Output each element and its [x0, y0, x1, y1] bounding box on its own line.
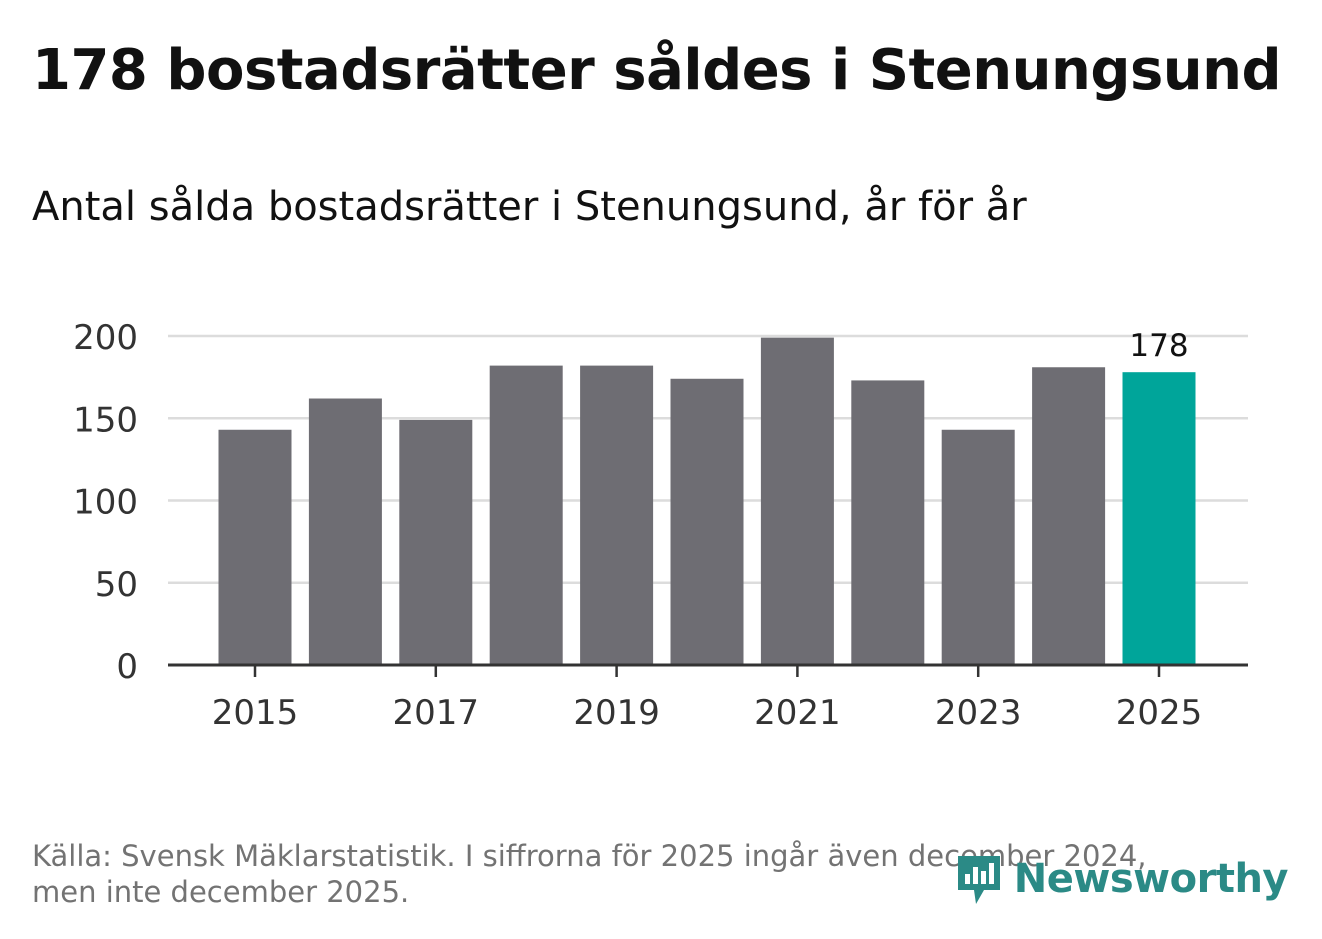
bar-2024: [1032, 367, 1106, 665]
axis-layer: [168, 663, 1248, 677]
logo-text: Newsworthy: [1013, 856, 1289, 902]
y-tick-label: 100: [73, 483, 138, 523]
label-layer: 0 50 100 150 200 178 2015 2017 2019 2021 2023 2025: [73, 318, 1202, 733]
bar-2022: [851, 380, 925, 665]
bar-2020: [670, 378, 744, 665]
bar-2019: [580, 365, 654, 665]
bar-2018: [489, 365, 563, 665]
x-tick-label: 2025: [1116, 693, 1203, 733]
x-tick-label: 2023: [935, 693, 1022, 733]
chart-title: 178 bostadsrätter såldes i Stenungsund: [32, 38, 1282, 103]
bar-2015: [218, 429, 292, 665]
source-line-2: men inte december 2025.: [32, 875, 410, 909]
y-tick-label: 200: [73, 318, 138, 358]
bar-2021: [760, 337, 834, 665]
bar-2023: [941, 429, 1015, 665]
x-tick-label: 2021: [754, 693, 841, 733]
bar-2017: [399, 419, 473, 665]
newsworthy-logo-icon: [957, 856, 1000, 904]
y-tick-label: 50: [95, 565, 138, 605]
chart-subtitle: Antal sålda bostadsrätter i Stenungsund,…: [32, 184, 1027, 230]
bar-2016: [308, 398, 382, 665]
bar-2025: [1122, 372, 1196, 665]
bar-layer: [218, 337, 1196, 665]
x-tick-label: 2019: [573, 693, 660, 733]
y-tick-label: 0: [116, 647, 138, 687]
newsworthy-logo: Newsworthy: [954, 850, 1289, 908]
x-tick-label: 2017: [393, 693, 480, 733]
y-tick-label: 150: [73, 400, 138, 440]
data-label-2025: 178: [1129, 328, 1188, 364]
x-tick-label: 2015: [212, 693, 299, 733]
